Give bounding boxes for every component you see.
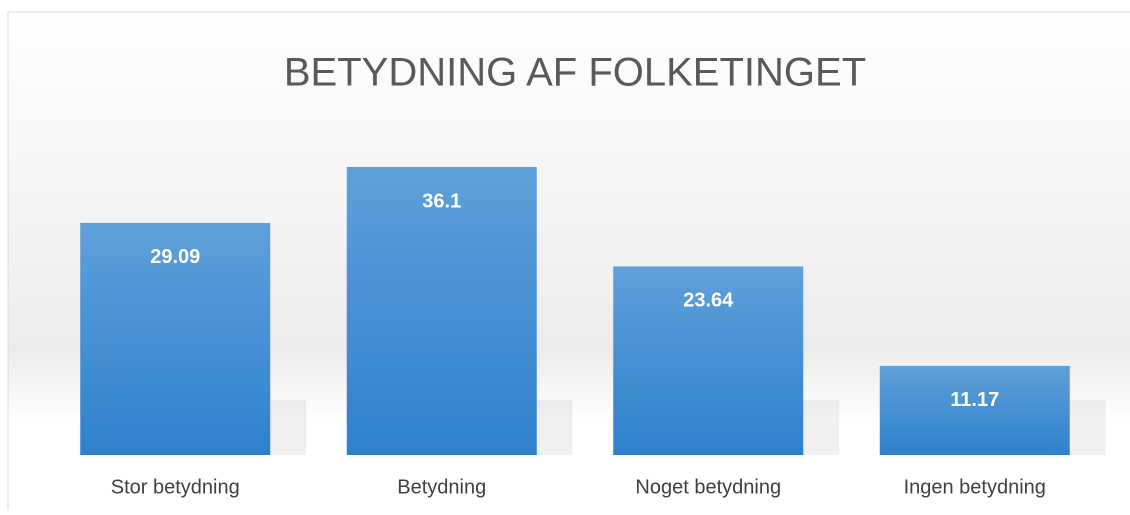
data-label: 11.17 [950,389,999,411]
bar-shadow [532,400,573,455]
x-tick-label: Stor betydning [111,476,240,498]
bar [346,167,537,455]
chart-title: BETYDNING AF FOLKETINGET [284,51,866,95]
bar-shadow [1065,400,1106,455]
data-label: 29.09 [150,246,200,268]
data-label: 36.1 [422,190,461,212]
bar-shadow [799,400,840,455]
x-tick-label: Ingen betydning [904,476,1046,498]
bar [879,365,1070,455]
bar [613,266,804,455]
bar-shadow [266,400,307,455]
x-tick-label: Noget betydning [635,476,781,498]
data-label: 23.64 [683,290,734,312]
x-tick-label: Betydning [397,476,486,498]
bar [80,222,271,455]
